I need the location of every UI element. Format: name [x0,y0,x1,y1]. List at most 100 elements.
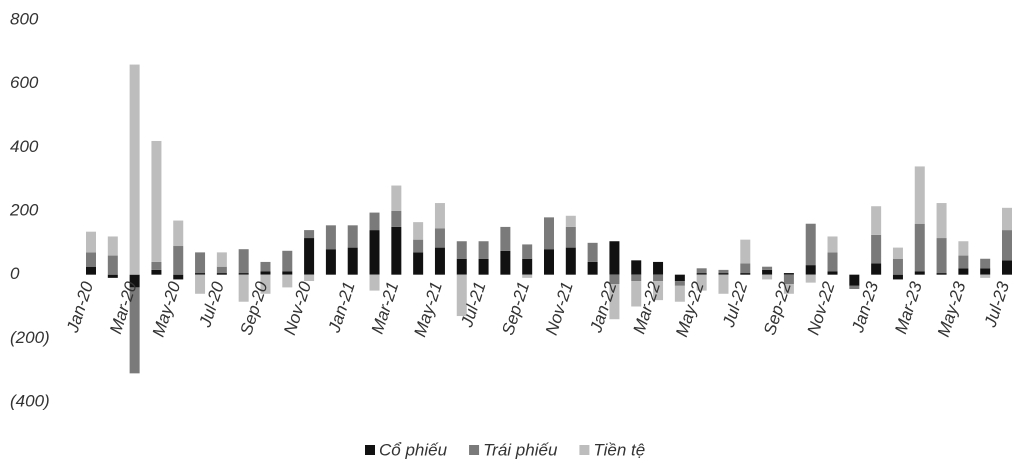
x-tick-label: Nov-21 [542,279,577,337]
bar-segment [391,211,402,227]
bar-segment [544,217,554,250]
bar-segment [565,226,576,248]
bar-segment [762,269,773,275]
bar-segment [456,274,467,317]
bar-segment [522,274,533,278]
bar-segment [740,263,751,274]
bar-segment [980,258,991,269]
bar-segment [304,238,315,275]
bar-segment [958,255,969,269]
bar-segment [783,273,794,275]
bar-segment [434,203,445,229]
bar-segment [718,274,729,294]
bar-segment [565,247,576,275]
bar-segment [1002,230,1012,261]
bar-segment [827,236,838,253]
legend-swatch [469,445,480,455]
bar-segment [914,223,925,272]
x-tick-label: Jan-21 [324,279,358,335]
bar-segment [500,226,511,251]
bar-segment [107,274,118,278]
bar-segment [674,281,685,286]
y-tick-label: 600 [10,73,39,92]
bar-segment [740,273,751,275]
bar-segment [500,250,511,275]
bar-segment [609,241,620,275]
bar-segment [238,273,249,275]
bar-segment [805,223,816,266]
bar-segment [216,273,227,275]
y-tick-label: (400) [10,391,50,410]
bar-segment [216,252,227,267]
bar-segment [260,271,271,275]
bar-segment [892,247,903,259]
bar-segment [544,249,554,275]
bar-segment [347,225,358,248]
bar-segment [827,271,838,275]
bar-segment [86,231,96,253]
bar-segment [849,285,860,289]
x-tick-label: Sep-22 [760,279,795,338]
bar-segment [631,281,642,307]
y-tick-label: 200 [9,200,39,219]
x-tick-label: Nov-22 [804,279,839,338]
bar-segment [282,271,293,275]
bar-segment [151,269,162,275]
bar-segment [413,239,424,253]
bar-segment [587,242,598,262]
legend-swatch [365,445,375,455]
bar-segment [696,268,707,274]
x-tick-label: May-21 [410,279,446,339]
bar-segment [129,64,140,275]
bar-segment [958,241,969,256]
bar-segment [805,265,816,275]
bar-segment [827,252,838,272]
bar-segment [238,249,249,274]
bar-segment [936,273,947,275]
bar-segment [565,215,576,227]
bar-segment [304,230,315,239]
bar-segment [936,238,947,274]
bar-segment [129,274,140,288]
bar-segment [413,252,424,275]
bar-segment [195,274,206,294]
bar-segment [762,266,773,270]
bar-segment [653,261,664,275]
x-tick-label: May-20 [149,279,185,339]
bar-segment [173,220,184,247]
bar-segment [195,252,206,274]
bar-segment [609,274,620,285]
bar-segment [391,185,402,211]
bar-segment [871,206,882,235]
x-tick-label: Sep-21 [498,279,533,337]
bar-segment [783,274,794,285]
bar-segment [304,274,315,282]
bar-segment [325,249,336,275]
bar-segment [434,228,445,248]
bar-segment [849,274,860,286]
bar-segment [347,247,358,275]
legend-swatch [579,445,590,455]
x-tick-label: Jul-23 [980,279,1013,330]
bar-segment [653,274,664,282]
y-tick-label: 0 [10,264,20,283]
bar-segment [653,281,664,301]
bar-segment [805,274,816,283]
bar-segment [129,287,140,374]
bar-segment [478,258,489,275]
bar-segment [587,261,598,275]
bar-segment [980,268,991,275]
bar-segment [740,239,751,264]
bar-segment [696,273,707,275]
bar-segment [936,203,947,239]
y-tick-label: 400 [10,137,39,156]
bar-segment [260,261,271,272]
bar-segment [674,285,685,302]
y-tick-label: (200) [10,328,50,347]
bar-segment [1002,207,1012,231]
bar-segment [718,273,729,275]
x-tick-label: Jan-20 [63,279,98,336]
bar-segment [522,258,533,275]
bar-segment [609,284,620,320]
